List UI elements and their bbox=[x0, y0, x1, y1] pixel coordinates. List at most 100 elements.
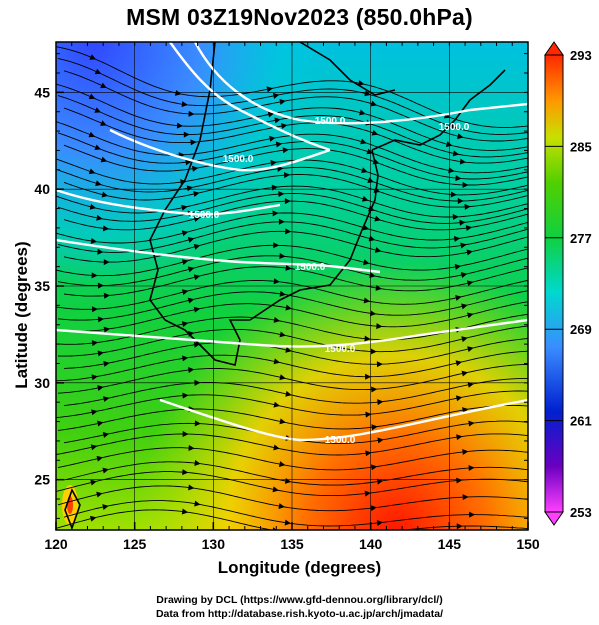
streamline-arrow bbox=[100, 156, 108, 163]
streamline-arrow bbox=[453, 235, 461, 242]
streamline-arrow bbox=[269, 135, 276, 142]
height-contours: 1500.0 1500.0 1500.0 1500.0 1500.0 1500.0 1500… bbox=[56, 42, 528, 446]
streamline-arrow bbox=[358, 80, 365, 87]
streamline-arrow bbox=[181, 204, 188, 211]
streamline-arrow bbox=[285, 264, 292, 271]
height-contour-line bbox=[56, 318, 528, 348]
streamline-arrow bbox=[364, 490, 371, 497]
colorbar-tick-label: 269 bbox=[570, 322, 592, 337]
streamline-arrow bbox=[96, 420, 104, 427]
streamline-arrow bbox=[278, 461, 286, 468]
streamline-arrow bbox=[273, 317, 281, 323]
streamline-arrow bbox=[187, 330, 195, 337]
map-title: MSM 03Z19Nov2023 (850.0hPa) bbox=[126, 4, 473, 30]
streamline-arrow bbox=[97, 248, 104, 255]
colorbar-tick-label: 261 bbox=[570, 414, 592, 429]
streamline bbox=[56, 509, 528, 530]
streamline-arrow bbox=[283, 172, 291, 179]
streamline-arrow bbox=[359, 109, 366, 116]
streamline-arrow bbox=[278, 218, 285, 225]
streamline bbox=[56, 83, 528, 151]
streamline-arrow bbox=[365, 450, 372, 457]
x-tick-label: 135 bbox=[280, 536, 304, 552]
streamline bbox=[63, 461, 528, 486]
streamline-arrow bbox=[90, 479, 97, 486]
streamline-arrow bbox=[97, 350, 104, 357]
streamline-arrow bbox=[102, 225, 110, 232]
streamline-arrow bbox=[360, 138, 367, 145]
streamline-arrow bbox=[193, 306, 201, 313]
streamline-arrow bbox=[194, 420, 201, 427]
streamline-arrow bbox=[376, 478, 384, 485]
streamline-arrow bbox=[374, 215, 381, 222]
streamline-arrow bbox=[90, 444, 98, 451]
streamline-arrow bbox=[466, 280, 474, 287]
streamline bbox=[57, 290, 528, 321]
streamline-arrow bbox=[448, 167, 455, 174]
contour-label: 1500.0 bbox=[315, 116, 346, 127]
streamline-arrow bbox=[91, 340, 99, 347]
streamline-arrow bbox=[266, 86, 273, 93]
streamline bbox=[57, 221, 528, 253]
streamline-arrow bbox=[370, 100, 378, 107]
colorbar-bottom-arrow bbox=[544, 511, 564, 526]
credit-drawing: Drawing by DCL (https://www.gfd-dennou.o… bbox=[156, 594, 443, 606]
streamline-arrow bbox=[282, 147, 289, 154]
x-tick-label: 145 bbox=[438, 536, 462, 552]
streamline-arrow bbox=[103, 292, 111, 299]
streamline bbox=[57, 255, 528, 287]
streamline-arrow bbox=[180, 179, 187, 186]
streamline-arrow bbox=[366, 148, 374, 155]
streamline-arrow bbox=[103, 361, 110, 367]
streamline-arrow bbox=[181, 289, 189, 296]
streamline-arrow bbox=[452, 150, 460, 157]
streamline-arrow bbox=[363, 297, 371, 304]
height-contour-line bbox=[56, 188, 281, 216]
streamline-arrow bbox=[187, 297, 195, 304]
streamline-arrow bbox=[182, 392, 189, 399]
height-contour-line bbox=[56, 238, 381, 274]
streamline-arrow bbox=[193, 191, 200, 197]
streamline-arrow bbox=[97, 316, 105, 323]
streamline-arrow bbox=[279, 98, 286, 105]
streamline-arrow bbox=[100, 120, 107, 126]
streamline-arrow bbox=[364, 90, 371, 97]
streamline-arrow bbox=[279, 290, 286, 297]
streamline-arrow bbox=[464, 203, 471, 210]
streamline bbox=[56, 212, 528, 244]
streamline-arrow bbox=[182, 430, 189, 437]
credit-data: Data from http://database.rish.kyoto-u.a… bbox=[155, 608, 444, 620]
streamline-arrow bbox=[88, 131, 96, 138]
x-tick-label: 130 bbox=[202, 536, 226, 552]
streamline-arrow bbox=[272, 92, 280, 99]
streamline-arrow bbox=[372, 158, 380, 165]
streamline-arrow bbox=[95, 180, 102, 187]
streamline-arrow bbox=[183, 131, 190, 138]
streamline-arrow bbox=[102, 467, 109, 474]
streamline-arrow bbox=[181, 101, 188, 108]
streamline-arrow bbox=[371, 464, 378, 471]
streamline-arrow bbox=[274, 117, 281, 124]
streamline-arrow bbox=[279, 374, 286, 381]
streamline-arrow bbox=[371, 386, 378, 393]
y-tick-label: 25 bbox=[34, 472, 50, 488]
x-axis-ticks: 120 125 130 135 140 145 150 bbox=[44, 42, 540, 552]
streamline-arrow bbox=[193, 216, 201, 223]
streamline-arrow bbox=[461, 303, 468, 310]
streamline-arrow bbox=[194, 460, 201, 467]
streamline-arrow bbox=[187, 237, 195, 243]
streamline-arrow bbox=[278, 191, 285, 198]
streamline-arrow bbox=[181, 230, 189, 237]
streamline-arrow bbox=[370, 505, 377, 512]
colorbar-tick-label: 277 bbox=[570, 231, 592, 246]
streamline-arrow bbox=[457, 198, 464, 205]
streamline-arrow bbox=[188, 110, 195, 117]
x-axis-label: Longitude (degrees) bbox=[217, 558, 382, 577]
streamline-arrow bbox=[272, 486, 279, 493]
height-contour-line bbox=[193, 42, 528, 125]
contour-label: 1500.0 bbox=[439, 122, 470, 133]
streamline-arrow bbox=[460, 242, 467, 249]
streamline bbox=[57, 325, 528, 357]
streamline-arrow bbox=[285, 304, 292, 311]
streamline-arrow bbox=[469, 511, 476, 518]
